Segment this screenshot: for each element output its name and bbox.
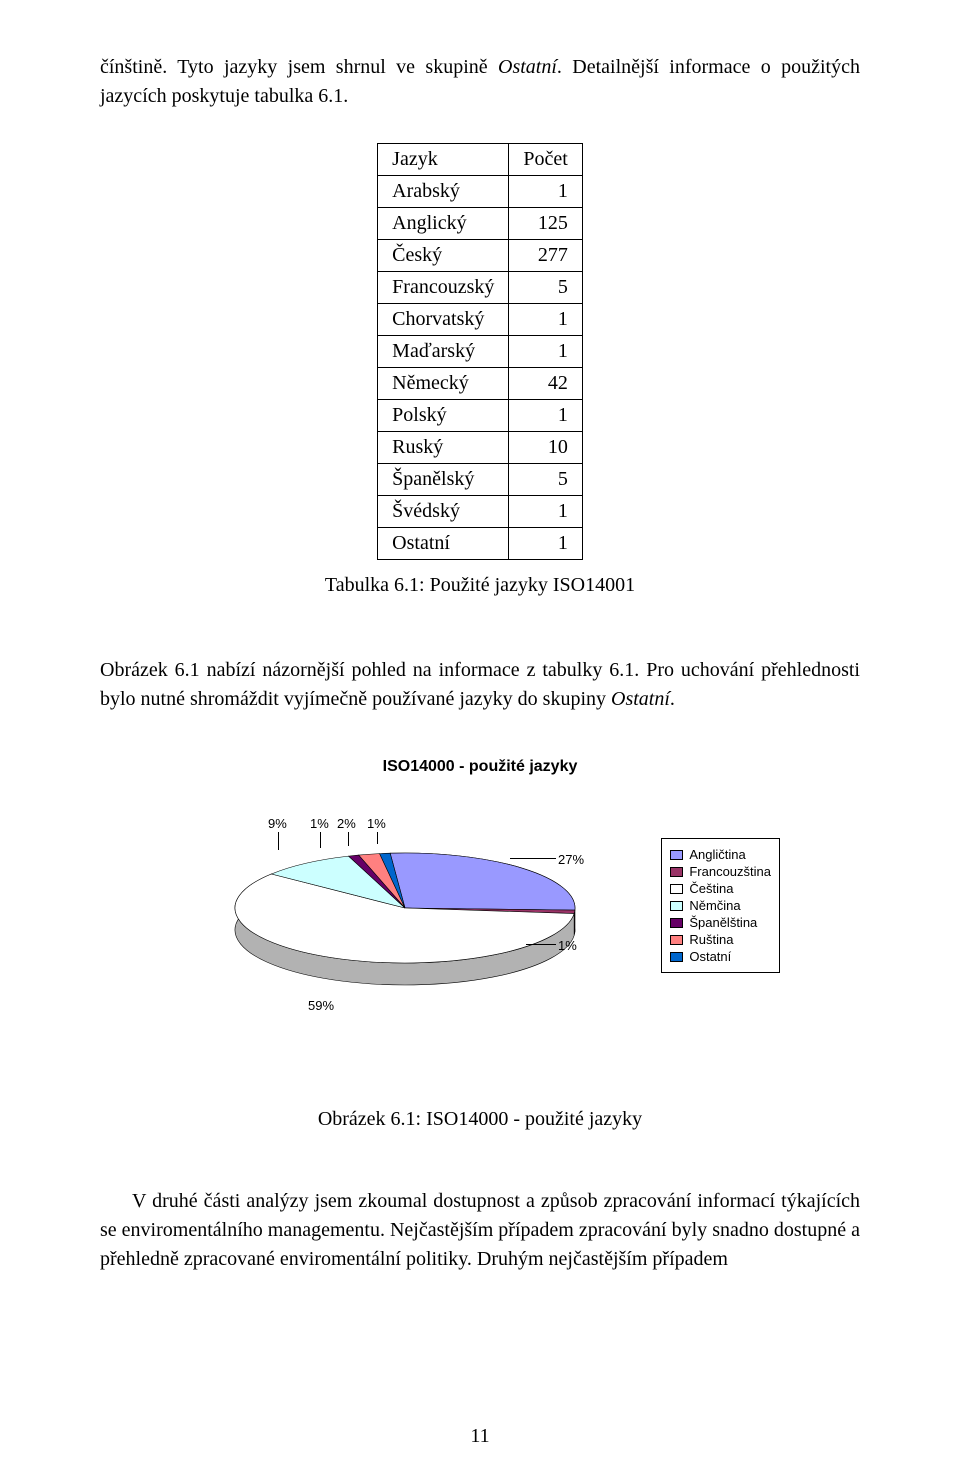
- legend-swatch: [670, 850, 683, 860]
- pct-label-1b: 1%: [310, 816, 329, 831]
- pct-label-1c: 1%: [367, 816, 386, 831]
- cell-lang: Německý: [378, 368, 509, 400]
- pct-label-59: 59%: [308, 998, 334, 1013]
- leader-27: [510, 858, 556, 859]
- pie-svg: [220, 838, 590, 1018]
- leader-1c: [377, 832, 378, 844]
- cell-lang: Anglický: [378, 208, 509, 240]
- chart-title: ISO14000 - použité jazyky: [180, 758, 780, 776]
- table-row: Ruský10: [378, 432, 583, 464]
- cell-count: 1: [509, 336, 582, 368]
- legend-label: Francouzština: [689, 864, 771, 879]
- chart-caption: Obrázek 6.1: ISO14000 - použité jazyky: [100, 1108, 860, 1131]
- legend-swatch: [670, 867, 683, 877]
- leader-2: [348, 832, 349, 846]
- table-caption: Tabulka 6.1: Použité jazyky ISO14001: [100, 574, 860, 597]
- cell-count: 1: [509, 304, 582, 336]
- cell-lang: Arabský: [378, 176, 509, 208]
- cell-count: 5: [509, 464, 582, 496]
- legend-swatch: [670, 884, 683, 894]
- cell-lang: Švédský: [378, 496, 509, 528]
- cell-count: 5: [509, 272, 582, 304]
- cell-count: 10: [509, 432, 582, 464]
- cell-count: 42: [509, 368, 582, 400]
- mid-pre: Obrázek 6.1 nabízí názornější pohled na …: [100, 659, 860, 710]
- cell-lang: Ruský: [378, 432, 509, 464]
- legend-item: Čeština: [670, 881, 771, 896]
- cell-count: 125: [509, 208, 582, 240]
- table-row: Český277: [378, 240, 583, 272]
- legend-item: Ruština: [670, 932, 771, 947]
- legend-item: Angličtina: [670, 847, 771, 862]
- cell-lang: Španělský: [378, 464, 509, 496]
- table-row: Švédský1: [378, 496, 583, 528]
- cell-count: 1: [509, 176, 582, 208]
- cell-count: 1: [509, 400, 582, 432]
- legend-label: Čeština: [689, 881, 733, 896]
- mid-paragraph: Obrázek 6.1 nabízí názornější pohled na …: [100, 627, 860, 714]
- intro-paragraph: čínštině. Tyto jazyky jsem shrnul ve sku…: [100, 24, 860, 111]
- cell-lang: Ostatní: [378, 528, 509, 560]
- cell-lang: Maďarský: [378, 336, 509, 368]
- legend-item: Němčina: [670, 898, 771, 913]
- cell-lang: Český: [378, 240, 509, 272]
- cell-count: 1: [509, 528, 582, 560]
- legend-swatch: [670, 952, 683, 962]
- legend-label: Ostatní: [689, 949, 731, 964]
- table-row: Španělský5: [378, 464, 583, 496]
- cell-lang: Polský: [378, 400, 509, 432]
- pct-label-9: 9%: [268, 816, 287, 831]
- table-row: Anglický125: [378, 208, 583, 240]
- table-row: Maďarský1: [378, 336, 583, 368]
- language-table: Jazyk Počet Arabský1Anglický125Český277F…: [377, 143, 583, 560]
- table-row: Chorvatský1: [378, 304, 583, 336]
- cell-lang: Francouzský: [378, 272, 509, 304]
- legend-swatch: [670, 935, 683, 945]
- page-number: 11: [0, 1425, 960, 1448]
- leader-1a: [526, 944, 556, 945]
- table-row: Ostatní1: [378, 528, 583, 560]
- legend-swatch: [670, 901, 683, 911]
- legend-swatch: [670, 918, 683, 928]
- mid-post: .: [670, 688, 675, 710]
- legend-label: Španělština: [689, 915, 757, 930]
- table-header-lang: Jazyk: [378, 144, 509, 176]
- legend-label: Ruština: [689, 932, 733, 947]
- legend-label: Němčina: [689, 898, 740, 913]
- legend-item: Španělština: [670, 915, 771, 930]
- intro-italic: Ostatní: [498, 56, 557, 78]
- language-table-wrap: Jazyk Počet Arabský1Anglický125Český277F…: [100, 143, 860, 560]
- intro-pre: čínštině. Tyto jazyky jsem shrnul ve sku…: [100, 56, 498, 78]
- chart-legend: Angličtina Francouzština Čeština Němčina Špa…: [661, 838, 780, 973]
- table-row: Německý42: [378, 368, 583, 400]
- pct-label-1a: 1%: [558, 938, 577, 953]
- cell-lang: Chorvatský: [378, 304, 509, 336]
- leader-9: [278, 832, 279, 850]
- mid-italic: Ostatní: [611, 688, 670, 710]
- pct-label-2: 2%: [337, 816, 356, 831]
- pct-label-27: 27%: [558, 852, 584, 867]
- leader-1b: [320, 832, 321, 848]
- cell-count: 1: [509, 496, 582, 528]
- outro-paragraph: V druhé části analýzy jsem zkoumal dostu…: [100, 1187, 860, 1274]
- table-row: Polský1: [378, 400, 583, 432]
- legend-item: Francouzština: [670, 864, 771, 879]
- legend-label: Angličtina: [689, 847, 745, 862]
- cell-count: 277: [509, 240, 582, 272]
- pie-chart: ISO14000 - použité jazyky 9% 1% 2% 1% 27…: [180, 758, 780, 1058]
- legend-item: Ostatní: [670, 949, 771, 964]
- table-header-count: Počet: [509, 144, 582, 176]
- table-header-row: Jazyk Počet: [378, 144, 583, 176]
- chart-body: 9% 1% 2% 1% 27% 1% 59% AngličtinaFrancou…: [180, 838, 780, 1058]
- table-row: Francouzský5: [378, 272, 583, 304]
- table-row: Arabský1: [378, 176, 583, 208]
